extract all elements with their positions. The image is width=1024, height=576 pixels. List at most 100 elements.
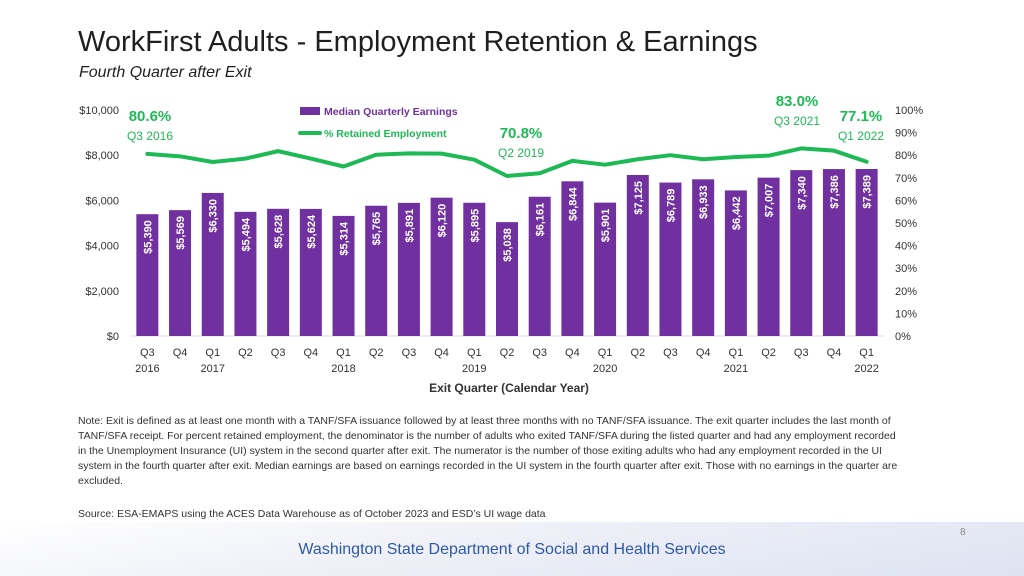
right-axis-tick-label: 40% xyxy=(895,241,917,253)
x-axis-year-label: 2021 xyxy=(724,363,748,375)
legend-bar-label: Median Quarterly Earnings xyxy=(324,106,458,118)
x-axis-tick-label: Q3 xyxy=(140,347,155,359)
right-axis-tick-label: 100% xyxy=(895,105,923,117)
left-axis-tick-label: $8,000 xyxy=(85,150,119,162)
earnings-bar xyxy=(822,169,845,336)
annotation-period: Q3 2021 xyxy=(774,114,820,128)
bar-value-label: $5,765 xyxy=(371,212,383,246)
x-axis-tick-label: Q2 xyxy=(369,347,384,359)
earnings-bar xyxy=(790,170,813,336)
left-axis-tick-label: $10,000 xyxy=(79,105,119,117)
bar-value-label: $5,624 xyxy=(306,214,318,249)
x-axis-year-label: 2017 xyxy=(200,363,224,375)
earnings-bar xyxy=(136,214,159,336)
x-axis-tick-label: Q4 xyxy=(173,347,188,359)
bar-value-label: $6,120 xyxy=(437,204,449,238)
x-axis-tick-label: Q4 xyxy=(565,347,580,359)
earnings-bar xyxy=(561,181,584,336)
left-axis-tick-label: $4,000 xyxy=(85,241,119,253)
earnings-bar xyxy=(299,208,322,336)
annotation-value: 70.8% xyxy=(500,125,543,142)
x-axis-tick-label: Q1 xyxy=(859,347,874,359)
bar-value-label: $5,891 xyxy=(404,209,416,243)
bar-value-label: $5,901 xyxy=(600,209,612,243)
legend-bar-swatch xyxy=(300,107,320,115)
x-axis-tick-label: Q3 xyxy=(402,347,417,359)
note-text: Note: Exit is defined as at least one mo… xyxy=(78,415,898,487)
earnings-bar xyxy=(496,222,518,336)
earnings-bar xyxy=(757,177,780,336)
right-axis-tick-label: 20% xyxy=(895,286,917,298)
right-axis-tick-label: 30% xyxy=(895,263,917,275)
right-axis-tick-label: 70% xyxy=(895,173,917,185)
retention-line xyxy=(145,146,869,178)
x-axis-year-label: 2020 xyxy=(593,363,617,375)
earnings-bar xyxy=(397,202,420,336)
bar-value-label: $5,569 xyxy=(175,216,187,250)
earnings-bar xyxy=(201,192,224,336)
earnings-bar xyxy=(626,174,649,336)
x-axis-tick-label: Q2 xyxy=(500,347,515,359)
x-axis-tick-label: Q1 xyxy=(205,347,220,359)
right-axis-tick-label: 60% xyxy=(895,195,917,207)
x-axis-tick-label: Q4 xyxy=(827,347,842,359)
annotation-period: Q1 2022 xyxy=(838,129,884,143)
earnings-bar xyxy=(169,210,192,336)
earnings-bar xyxy=(463,202,486,336)
x-axis-tick-label: Q2 xyxy=(761,347,776,359)
bar-value-label: $6,330 xyxy=(208,199,220,233)
bar-value-label: $7,386 xyxy=(829,175,841,209)
source-text: Source: ESA-EMAPS using the ACES Data Wa… xyxy=(78,508,546,520)
right-axis-tick-label: 10% xyxy=(895,308,917,320)
bar-value-label: $5,038 xyxy=(502,228,514,262)
x-axis-tick-label: Q3 xyxy=(663,347,678,359)
legend-line-label: % Retained Employment xyxy=(324,128,447,140)
bar-value-label: $5,895 xyxy=(469,209,481,243)
slide-subtitle: Fourth Quarter after Exit xyxy=(79,64,252,81)
right-axis-tick-label: 90% xyxy=(895,128,917,140)
bar-value-label: $5,390 xyxy=(142,220,154,254)
earnings-bar xyxy=(594,202,617,336)
bar-value-label: $6,161 xyxy=(535,203,547,237)
x-axis-tick-label: Q2 xyxy=(238,347,253,359)
footer-band xyxy=(0,522,1024,576)
left-axis-tick-label: $6,000 xyxy=(85,195,119,207)
slide-title: WorkFirst Adults - Employment Retention … xyxy=(78,26,758,58)
bar-value-label: $6,789 xyxy=(665,189,677,223)
x-axis-tick-label: Q2 xyxy=(630,347,645,359)
x-axis-tick-label: Q1 xyxy=(467,347,482,359)
annotation-value: 83.0% xyxy=(776,93,819,110)
bar-value-label: $6,844 xyxy=(567,186,579,221)
earnings-bar xyxy=(267,208,290,336)
bar-value-label: $5,314 xyxy=(339,221,351,256)
footer-agency-name: Washington State Department of Social an… xyxy=(298,541,726,558)
earnings-bar xyxy=(724,190,747,336)
left-axis-tick-label: $2,000 xyxy=(85,286,119,298)
earnings-bar xyxy=(430,197,453,336)
bar-value-label: $7,125 xyxy=(633,181,645,215)
earnings-bar xyxy=(855,169,878,336)
x-axis-tick-label: Q1 xyxy=(336,347,351,359)
x-axis-title: Exit Quarter (Calendar Year) xyxy=(429,381,589,395)
right-axis-tick-label: 50% xyxy=(895,218,917,230)
bar-value-label: $6,442 xyxy=(731,196,743,230)
bar-value-label: $6,933 xyxy=(698,185,710,219)
bar-value-label: $5,494 xyxy=(240,217,252,252)
x-axis-year-label: 2018 xyxy=(331,363,355,375)
x-axis-tick-label: Q1 xyxy=(729,347,744,359)
page-number: 8 xyxy=(960,527,966,538)
annotation-period: Q3 2016 xyxy=(127,129,173,143)
bar-value-label: $5,628 xyxy=(273,215,285,249)
bar-value-label: $7,007 xyxy=(764,184,776,218)
x-axis-tick-label: Q3 xyxy=(794,347,809,359)
earnings-bar xyxy=(332,215,355,336)
combo-chart: $0 $2,000 $4,000 $6,000 $8,000 $10,000 0% 10% 20… xyxy=(79,93,923,395)
x-axis-tick-label: Q4 xyxy=(303,347,318,359)
earnings-bar xyxy=(692,179,715,336)
bar-value-label: $7,340 xyxy=(796,176,808,210)
x-axis-tick-label: Q4 xyxy=(696,347,711,359)
annotation-period: Q2 2019 xyxy=(498,146,544,160)
annotation-value: 77.1% xyxy=(840,108,883,125)
x-axis-tick-label: Q4 xyxy=(434,347,449,359)
earnings-bar xyxy=(659,182,682,336)
